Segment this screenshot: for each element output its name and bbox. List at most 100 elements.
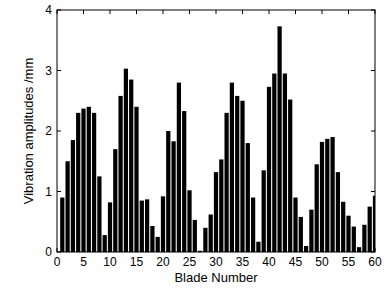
bar: [187, 190, 191, 252]
bar: [209, 214, 213, 252]
bar: [60, 198, 64, 252]
bar: [171, 141, 175, 252]
bar: [251, 198, 255, 252]
x-tick-label: 40: [262, 255, 276, 269]
bar: [145, 199, 149, 252]
x-tick: [348, 248, 349, 252]
x-tick: [216, 248, 217, 252]
plot-frame: [57, 10, 375, 252]
y-tick-label: 2: [45, 124, 52, 138]
x-tick: [295, 248, 296, 252]
bar: [134, 107, 138, 252]
bar: [320, 142, 324, 252]
y-tick-label: 3: [45, 64, 52, 78]
bar: [230, 83, 234, 252]
x-tick-label: 30: [209, 255, 223, 269]
x-tick-label: 55: [342, 255, 356, 269]
x-tick-label: 50: [315, 255, 329, 269]
y-tick-label: 1: [45, 185, 52, 199]
chart: 05101520253035404550556001234Blade Numbe…: [0, 0, 389, 300]
x-tick-top: [322, 10, 323, 14]
x-tick-top: [348, 10, 349, 14]
y-tick-label: 4: [45, 3, 52, 17]
x-tick-top: [57, 10, 58, 14]
x-tick: [242, 248, 243, 252]
bar: [240, 101, 244, 252]
bar: [193, 220, 197, 252]
y-tick: [57, 191, 61, 192]
bar: [103, 235, 107, 252]
bar: [219, 159, 223, 252]
x-tick-top: [189, 10, 190, 14]
y-tick-right: [371, 191, 375, 192]
x-tick-label: 60: [368, 255, 382, 269]
x-tick-label: 25: [183, 255, 197, 269]
bar: [330, 137, 334, 252]
bar: [203, 228, 207, 252]
bar: [182, 111, 186, 252]
bar: [92, 113, 96, 252]
bar: [81, 109, 85, 252]
bar: [124, 69, 128, 252]
bar: [113, 149, 117, 252]
x-tick-top: [242, 10, 243, 14]
bar: [309, 210, 313, 252]
bar: [118, 96, 122, 252]
bar: [325, 139, 329, 252]
y-tick: [57, 131, 61, 132]
bar: [129, 80, 133, 252]
bar: [346, 216, 350, 252]
x-axis-label: Blade Number: [174, 270, 258, 285]
x-tick-label: 45: [289, 255, 303, 269]
bar: [224, 113, 228, 252]
x-tick-label: 10: [103, 255, 117, 269]
x-tick-label: 0: [54, 255, 61, 269]
x-tick-label: 20: [156, 255, 170, 269]
x-tick: [322, 248, 323, 252]
bar: [304, 246, 308, 252]
bar: [357, 247, 361, 252]
bar: [336, 172, 340, 252]
bar: [341, 202, 345, 252]
bar: [246, 143, 250, 252]
x-tick-label: 5: [80, 255, 87, 269]
bar: [71, 140, 75, 252]
bar: [299, 217, 303, 252]
bar: [272, 74, 276, 252]
bar: [368, 207, 372, 252]
bar: [140, 201, 144, 252]
y-axis-label: Vibration amplitudes /mm: [21, 58, 36, 204]
y-tick: [57, 10, 61, 11]
x-tick: [83, 248, 84, 252]
bar: [97, 176, 101, 252]
bar: [283, 74, 287, 252]
x-tick-label: 35: [236, 255, 250, 269]
bar: [262, 170, 266, 252]
x-tick: [57, 248, 58, 252]
bar: [352, 227, 356, 252]
y-tick: [57, 252, 61, 253]
bar: [65, 161, 69, 252]
x-tick: [163, 248, 164, 252]
bar: [87, 107, 91, 252]
bar: [293, 198, 297, 252]
bar: [161, 196, 165, 252]
bar: [156, 237, 160, 252]
bar: [288, 100, 292, 252]
bar: [108, 202, 112, 252]
bar: [166, 131, 170, 252]
y-tick: [57, 70, 61, 71]
x-tick: [110, 248, 111, 252]
x-tick-top: [83, 10, 84, 14]
y-tick-right: [371, 252, 375, 253]
x-tick-top: [110, 10, 111, 14]
y-tick-right: [371, 131, 375, 132]
bar: [177, 83, 181, 252]
x-tick: [269, 248, 270, 252]
bar: [214, 172, 218, 252]
bar: [277, 26, 281, 252]
x-tick-top: [136, 10, 137, 14]
y-tick-right: [371, 70, 375, 71]
x-tick: [189, 248, 190, 252]
bar: [256, 242, 260, 252]
